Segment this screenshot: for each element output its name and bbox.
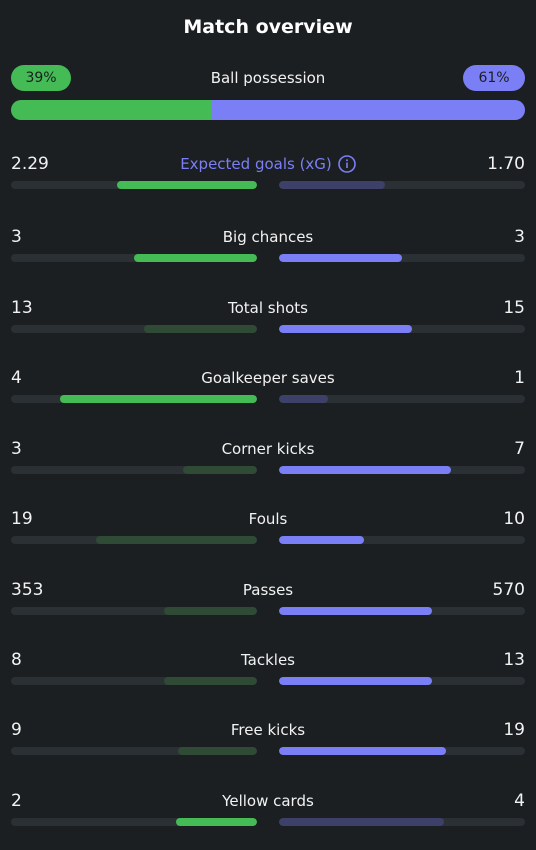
away-stat-bar <box>279 325 525 333</box>
stat-label-text: Expected goals (xG) <box>180 155 332 173</box>
away-stat-bar <box>279 818 525 826</box>
stat-row: 13 Total shots 15 <box>11 297 525 341</box>
stat-row: 3 Corner kicks 7 <box>11 438 525 482</box>
page-title: Match overview <box>183 16 353 38</box>
away-possession-badge: 61% <box>463 65 525 91</box>
stat-row: 8 Tackles 13 <box>11 649 525 693</box>
home-stat-value: 353 <box>11 580 44 600</box>
ball-possession-row: 39% Ball possession 61% <box>11 65 525 91</box>
home-stat-value: 2 <box>11 791 22 811</box>
away-stat-value: 7 <box>514 439 525 459</box>
home-possession-fill <box>11 100 212 120</box>
away-stat-bar <box>279 536 525 544</box>
stat-label: Fouls <box>11 508 525 530</box>
stat-row: 3 Big chances 3 <box>11 226 525 270</box>
away-stat-bar-fill <box>279 395 329 403</box>
away-stat-value: 570 <box>492 580 525 600</box>
stat-label-text: Free kicks <box>230 721 306 739</box>
stat-row: 2 Yellow cards 4 <box>11 790 525 834</box>
home-possession-badge: 39% <box>11 65 71 91</box>
possession-bar <box>11 100 525 120</box>
away-stat-value: 1 <box>514 368 525 388</box>
home-stat-bar <box>11 818 257 826</box>
away-stat-value: 19 <box>503 720 525 740</box>
home-stat-value: 9 <box>11 720 22 740</box>
stat-label-text: Yellow cards <box>222 792 314 810</box>
away-stat-bar <box>279 466 525 474</box>
ball-possession-label: Ball possession <box>210 69 326 87</box>
away-stat-bar-fill <box>279 818 444 826</box>
home-stat-bar-fill <box>178 747 257 755</box>
away-stat-bar-fill <box>279 747 447 755</box>
away-possession-fill <box>211 100 525 120</box>
away-stat-bar-fill <box>279 181 385 189</box>
home-stat-value: 2.29 <box>11 154 49 174</box>
away-stat-bar-fill <box>279 536 364 544</box>
away-stat-value: 13 <box>503 650 525 670</box>
home-stat-bar-fill <box>95 536 257 544</box>
home-stat-bar-fill <box>175 818 257 826</box>
stat-label: Corner kicks <box>11 438 525 460</box>
home-stat-bar-fill <box>116 181 257 189</box>
away-stat-value: 10 <box>503 509 525 529</box>
away-stat-bar <box>279 747 525 755</box>
stat-label: Total shots <box>11 297 525 319</box>
stat-label-text: Corner kicks <box>221 440 315 458</box>
home-stat-bar-fill <box>163 677 257 685</box>
away-stat-bar-fill <box>279 325 412 333</box>
home-stat-bar <box>11 254 257 262</box>
away-stat-bar-fill <box>279 607 432 615</box>
home-stat-bar <box>11 325 257 333</box>
stat-label: Big chances <box>11 226 525 248</box>
away-stat-bar-fill <box>279 466 452 474</box>
stat-label: Passes <box>11 579 525 601</box>
home-stat-value: 4 <box>11 368 22 388</box>
stat-label: Tackles <box>11 649 525 671</box>
away-stat-value: 1.70 <box>487 154 525 174</box>
away-stat-bar-fill <box>279 254 402 262</box>
home-stat-bar <box>11 536 257 544</box>
stat-label[interactable]: Expected goals (xG) <box>11 153 525 175</box>
home-stat-bar-fill <box>60 395 257 403</box>
home-stat-bar-fill <box>143 325 257 333</box>
away-stat-value: 3 <box>514 227 525 247</box>
stat-label-text: Tackles <box>240 651 296 669</box>
away-stat-bar <box>279 395 525 403</box>
stat-row: 9 Free kicks 19 <box>11 719 525 763</box>
stat-row: 353 Passes 570 <box>11 579 525 623</box>
home-stat-bar <box>11 395 257 403</box>
home-stat-value: 19 <box>11 509 33 529</box>
info-icon[interactable] <box>337 155 356 173</box>
home-stat-bar <box>11 607 257 615</box>
home-stat-value: 3 <box>11 227 22 247</box>
stat-label: Free kicks <box>11 719 525 741</box>
home-stat-value: 13 <box>11 298 33 318</box>
home-stat-bar <box>11 466 257 474</box>
home-stat-bar <box>11 181 257 189</box>
home-stat-bar <box>11 677 257 685</box>
stat-row: 4 Goalkeeper saves 1 <box>11 367 525 411</box>
stat-label-text: Passes <box>242 581 294 599</box>
home-stat-value: 3 <box>11 439 22 459</box>
stat-label: Yellow cards <box>11 790 525 812</box>
stat-label-text: Fouls <box>248 510 288 528</box>
away-stat-bar <box>279 254 525 262</box>
stat-label-text: Goalkeeper saves <box>201 369 335 387</box>
stat-label-text: Total shots <box>228 299 308 317</box>
stat-row: 2.29 Expected goals (xG) 1.70 <box>11 153 525 197</box>
home-stat-bar-fill <box>134 254 257 262</box>
stat-label-text: Big chances <box>222 228 314 246</box>
home-stat-bar-fill <box>183 466 257 474</box>
home-stat-bar-fill <box>163 607 257 615</box>
away-stat-value: 15 <box>503 298 525 318</box>
stat-row: 19 Fouls 10 <box>11 508 525 552</box>
away-stat-bar <box>279 181 525 189</box>
stat-label: Goalkeeper saves <box>11 367 525 389</box>
away-stat-value: 4 <box>514 791 525 811</box>
away-stat-bar <box>279 677 525 685</box>
home-stat-value: 8 <box>11 650 22 670</box>
away-stat-bar-fill <box>279 677 432 685</box>
away-stat-bar <box>279 607 525 615</box>
home-stat-bar <box>11 747 257 755</box>
